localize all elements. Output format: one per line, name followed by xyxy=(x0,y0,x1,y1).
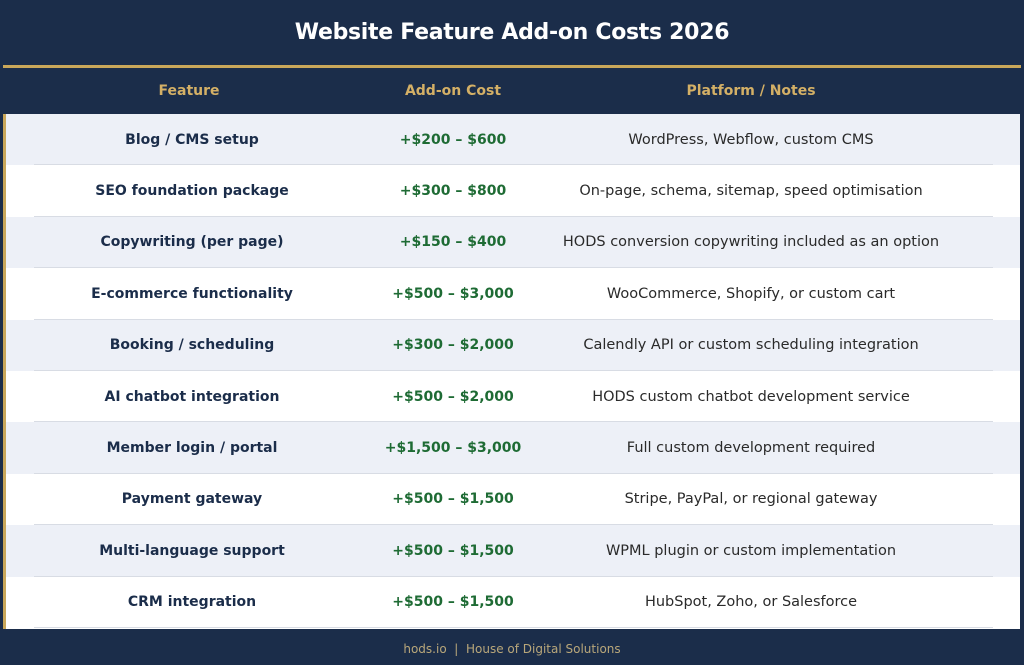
cost-cell: +$1,500 – $3,000 xyxy=(384,440,522,457)
table-row: CRM integration +$500 – $1,500 HubSpot, … xyxy=(6,577,1020,629)
table-row: Payment gateway +$500 – $1,500 Stripe, P… xyxy=(6,474,1020,526)
notes-cell: On-page, schema, sitemap, speed optimisa… xyxy=(579,183,923,200)
notes-cell: HODS custom chatbot development service xyxy=(592,388,910,405)
cost-cell: +$200 – $600 xyxy=(399,131,507,148)
table-row: Blog / CMS setup +$200 – $600 WordPress,… xyxy=(6,114,1020,166)
notes-cell: WPML plugin or custom implementation xyxy=(605,542,897,559)
notes-cell: WooCommerce, Shopify, or custom cart xyxy=(606,285,896,302)
table-body: Blog / CMS setup +$200 – $600 WordPress,… xyxy=(3,114,1020,629)
table-row: Member login / portal +$1,500 – $3,000 F… xyxy=(6,422,1020,475)
cost-cell: +$300 – $2,000 xyxy=(392,337,514,354)
cost-cell: +$150 – $400 xyxy=(399,234,507,251)
feature-cell: SEO foundation package xyxy=(95,183,289,200)
table-row: AI chatbot integration +$500 – $2,000 HO… xyxy=(6,371,1020,423)
notes-cell: Stripe, PayPal, or regional gateway xyxy=(624,491,878,508)
cost-cell: +$500 – $3,000 xyxy=(392,285,514,302)
notes-cell: Calendly API or custom scheduling integr… xyxy=(583,337,919,354)
feature-cell: Payment gateway xyxy=(121,491,263,508)
feature-cell: Member login / portal xyxy=(106,440,278,457)
feature-cell: Multi-language support xyxy=(99,542,285,559)
cost-cell: +$500 – $1,500 xyxy=(392,491,514,508)
notes-cell: HubSpot, Zoho, or Salesforce xyxy=(644,594,858,611)
title-divider xyxy=(3,65,1021,68)
table-row: SEO foundation package +$300 – $800 On-p… xyxy=(6,165,1020,218)
table-row: Copywriting (per page) +$150 – $400 HODS… xyxy=(6,216,1020,269)
cost-cell: +$300 – $800 xyxy=(399,183,507,200)
cost-cell: +$500 – $1,500 xyxy=(392,594,514,611)
table-row: Multi-language support +$500 – $1,500 WP… xyxy=(6,525,1020,577)
notes-cell: Full custom development required xyxy=(626,440,876,457)
page-title: Website Feature Add-on Costs 2026 xyxy=(294,19,730,45)
notes-cell: WordPress, Webflow, custom CMS xyxy=(628,131,874,148)
feature-cell: Blog / CMS setup xyxy=(125,131,259,148)
table-row: Booking / scheduling +$300 – $2,000 Cale… xyxy=(6,319,1020,372)
header-add-on-cost: Add-on Cost xyxy=(404,83,502,99)
table-row: E-commerce functionality +$500 – $3,000 … xyxy=(6,268,1020,320)
notes-cell: HODS conversion copywriting included as … xyxy=(562,234,940,251)
feature-cell: AI chatbot integration xyxy=(104,388,280,405)
feature-cell: E-commerce functionality xyxy=(91,285,293,302)
feature-cell: Copywriting (per page) xyxy=(100,234,284,251)
cost-cell: +$500 – $1,500 xyxy=(392,542,514,559)
table-header: Feature Add-on Cost Platform / Notes xyxy=(0,68,1024,114)
header-feature: Feature xyxy=(158,83,220,99)
cost-cell: +$500 – $2,000 xyxy=(392,388,514,405)
footer-credit: hods.io | House of Digital Solutions xyxy=(403,642,621,656)
header-platform-notes: Platform / Notes xyxy=(686,83,816,99)
feature-cell: CRM integration xyxy=(127,594,257,611)
feature-cell: Booking / scheduling xyxy=(109,337,275,354)
